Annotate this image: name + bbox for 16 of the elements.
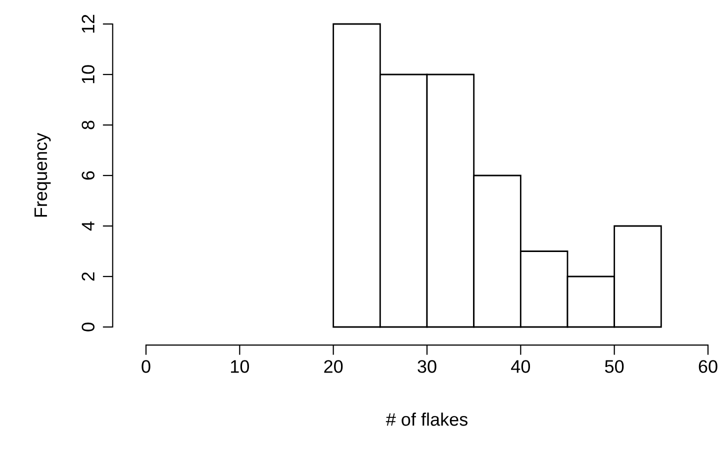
x-tick-label: 10 [231, 360, 250, 373]
y-axis-title: Frequency [34, 132, 51, 217]
x-tick-label: 50 [605, 360, 624, 373]
x-tick-label: 30 [418, 360, 436, 373]
y-tick-label: 4 [82, 222, 94, 231]
y-tick-label: 12 [82, 14, 94, 33]
x-axis-title: # of flakes [386, 412, 468, 426]
y-tick-label: 2 [82, 272, 94, 281]
x-tick-label: 20 [324, 360, 343, 373]
x-tick-label: 0 [142, 360, 150, 373]
y-tick-label: 6 [82, 171, 95, 180]
y-tick-label: 8 [82, 120, 95, 130]
x-tick-label: 40 [511, 360, 530, 373]
y-tick-label: 10 [82, 65, 95, 84]
x-tick-label: 60 [698, 360, 718, 373]
y-tick-label: 0 [82, 322, 95, 332]
